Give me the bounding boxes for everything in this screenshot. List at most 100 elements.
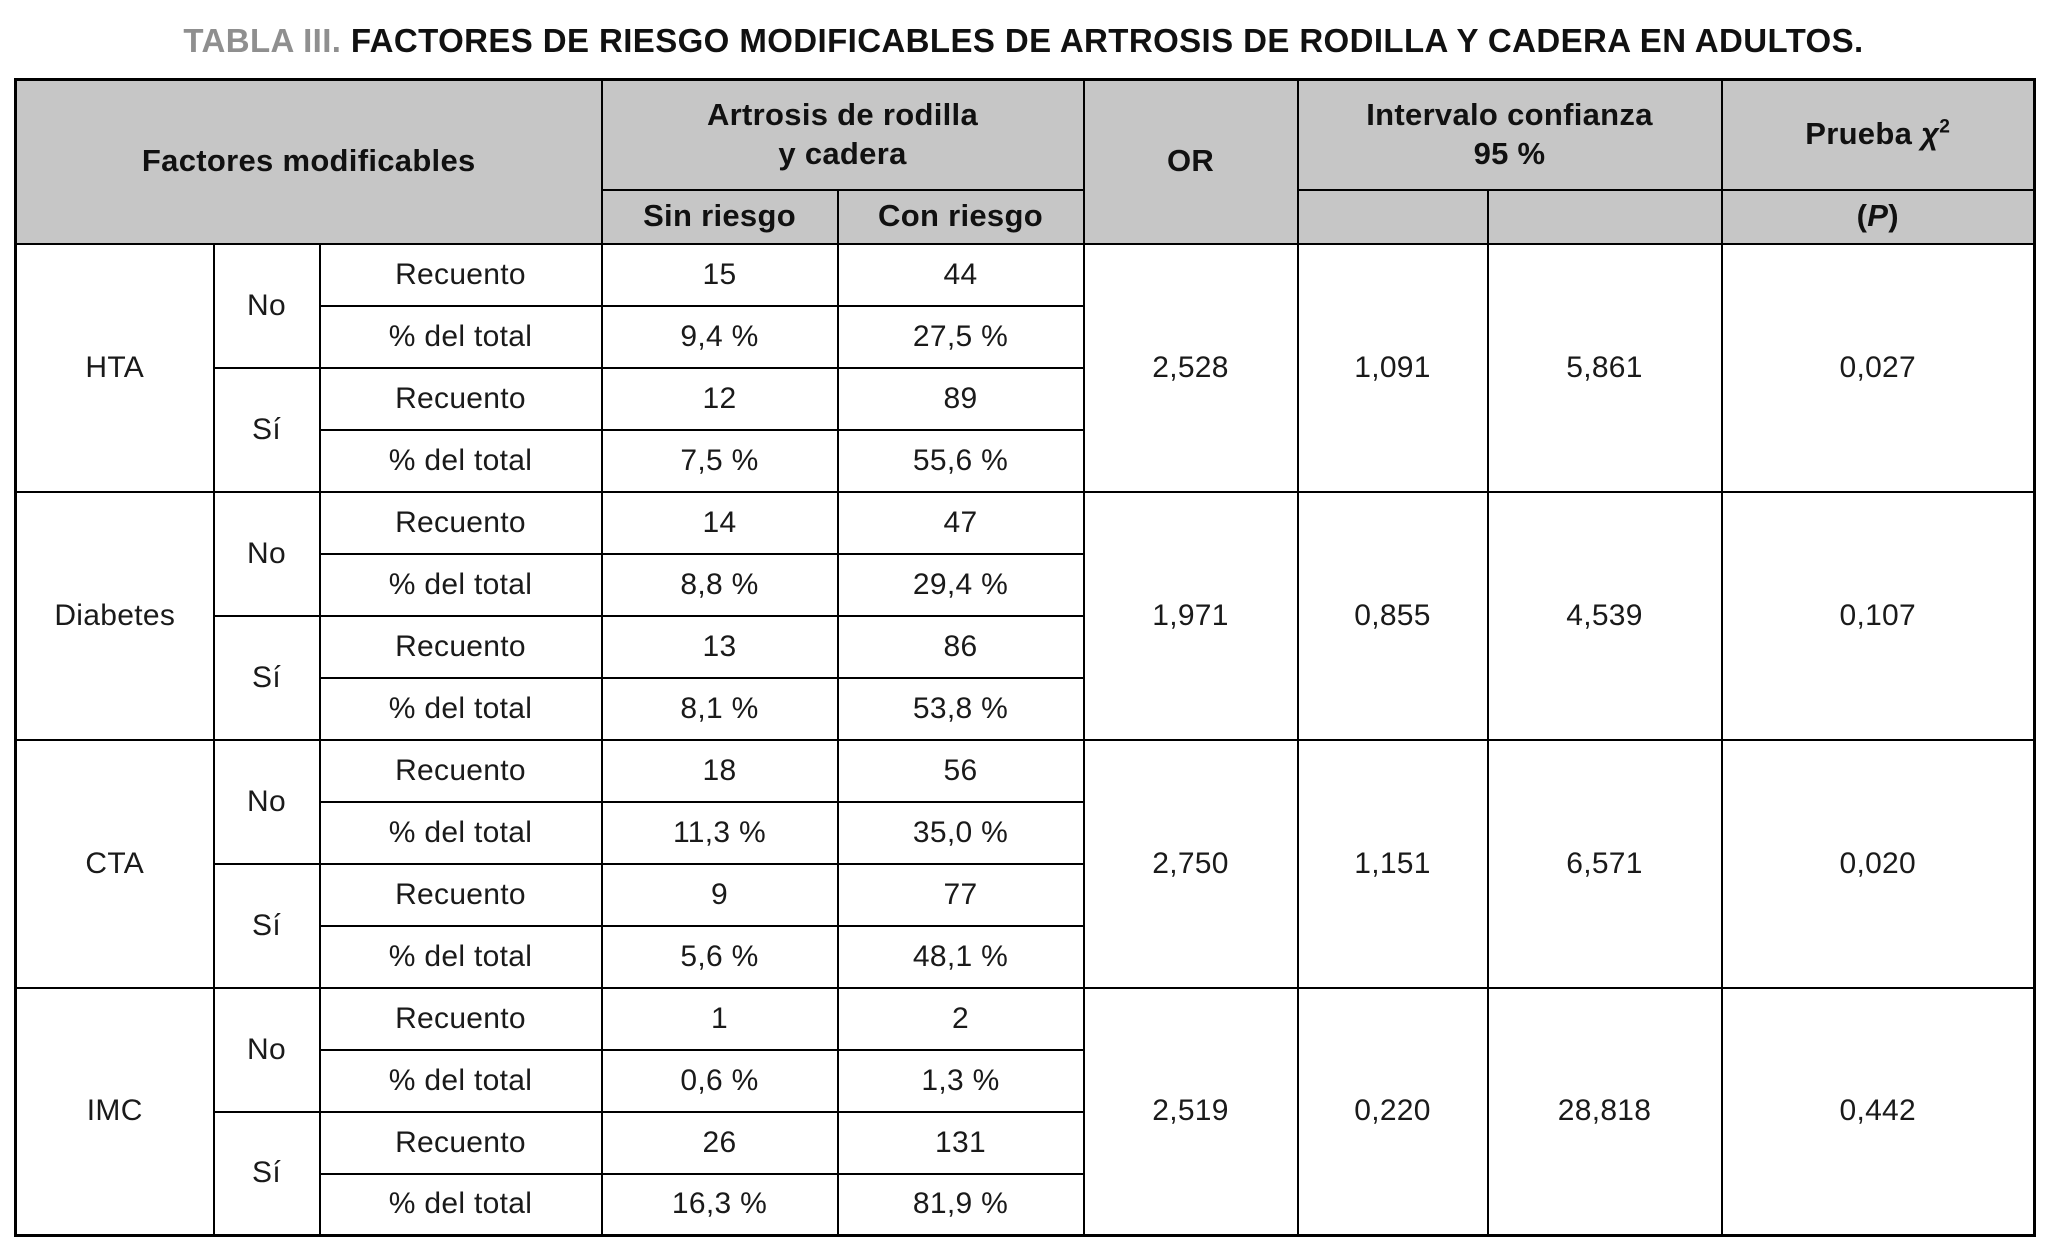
- value-cell: 8,1 %: [600, 676, 839, 741]
- measure-cell-recuento: Recuento: [318, 1110, 603, 1175]
- col-header-prueba-chi2: Prueba χ2: [1720, 78, 2036, 191]
- value-cell: 9: [600, 862, 839, 927]
- prueba-label: Prueba: [1805, 116, 1922, 152]
- value-cell: 81,9 %: [836, 1172, 1085, 1237]
- measure-cell-pct: % del total: [318, 304, 603, 369]
- measure-cell-pct: % del total: [318, 552, 603, 617]
- value-cell: 12: [600, 366, 839, 431]
- ci-superior-cell: 28,818: [1486, 986, 1723, 1237]
- value-cell: 1: [600, 986, 839, 1051]
- value-cell: 44: [836, 242, 1085, 307]
- col-header-p: (P): [1720, 188, 2036, 245]
- factor-cell-imc: IMC: [14, 986, 215, 1237]
- measure-cell-pct: % del total: [318, 1048, 603, 1113]
- value-cell: 131: [836, 1110, 1085, 1175]
- table-row: Sí Recuento 13 86: [16, 614, 2035, 741]
- level-cell-no: No: [212, 490, 321, 617]
- factor-cell-diabetes: Diabetes: [14, 490, 215, 741]
- value-cell: 18: [600, 738, 839, 803]
- table-row: HTA No Recuento 15 44 2,528 1,091 5,861 …: [14, 242, 2036, 493]
- table-row: % del total 11,3 % 35,0 %: [16, 800, 2035, 865]
- value-cell: 55,6 %: [836, 428, 1085, 493]
- level-cell-si: Sí: [212, 1110, 321, 1237]
- level-cell-si: Sí: [212, 614, 321, 741]
- table-header: Factores modificables Artrosis de rodill…: [14, 78, 2036, 245]
- value-cell: 16,3 %: [600, 1172, 839, 1237]
- p-paren-open: (: [1856, 198, 1868, 234]
- risk-factors-table: Factores modificables Artrosis de rodill…: [14, 78, 2036, 1237]
- value-cell: 1,3 %: [836, 1048, 1085, 1113]
- table-row: % del total 0,6 % 1,3 %: [16, 1048, 2035, 1113]
- factor-cell-cta: CTA: [14, 738, 215, 989]
- value-cell: 29,4 %: [836, 552, 1085, 617]
- table-row: Sí Recuento 9 77: [16, 862, 2035, 989]
- table-row: % del total 7,5 % 55,6 %: [16, 428, 2035, 493]
- table-row: % del total 5,6 % 48,1 %: [16, 924, 2035, 989]
- value-cell: 56: [836, 738, 1085, 803]
- p-value-cell: 0,027: [1720, 242, 2036, 493]
- value-cell: 15: [600, 242, 839, 307]
- chi-exponent: 2: [1939, 117, 1951, 139]
- p-value-cell: 0,020: [1720, 738, 2036, 989]
- chi-symbol: χ: [1921, 116, 1940, 152]
- table-row: Diabetes No Recuento 14 47 1,971 0,855 4…: [14, 490, 2036, 741]
- p-value-cell: 0,442: [1720, 986, 2036, 1237]
- value-cell: 47: [836, 490, 1085, 555]
- or-cell: 2,528: [1082, 242, 1299, 493]
- measure-cell-recuento: Recuento: [318, 862, 603, 927]
- col-header-con-riesgo: Con riesgo: [836, 188, 1085, 245]
- measure-cell-recuento: Recuento: [318, 614, 603, 679]
- level-cell-no: No: [212, 242, 321, 369]
- measure-cell-recuento: Recuento: [318, 738, 603, 803]
- or-cell: 2,750: [1082, 738, 1299, 989]
- factor-cell-hta: HTA: [14, 242, 215, 493]
- level-cell-no: No: [212, 986, 321, 1113]
- col-header-artrosis-rodilla-cadera: Artrosis de rodilla y cadera: [600, 78, 1085, 191]
- value-cell: 14: [600, 490, 839, 555]
- value-cell: 53,8 %: [836, 676, 1085, 741]
- value-cell: 11,3 %: [600, 800, 839, 865]
- measure-cell-recuento: Recuento: [318, 242, 603, 307]
- ci-inferior-cell: 1,151: [1296, 738, 1489, 989]
- value-cell: 89: [836, 366, 1085, 431]
- col-header-or: OR: [1082, 78, 1299, 245]
- col-header-sin-riesgo: Sin riesgo: [600, 188, 839, 245]
- measure-cell-pct: % del total: [318, 1172, 603, 1237]
- measure-cell-recuento: Recuento: [318, 986, 603, 1051]
- table-row: % del total 8,8 % 29,4 %: [16, 552, 2035, 617]
- header-row-top: Factores modificables Artrosis de rodill…: [14, 78, 2036, 245]
- level-cell-no: No: [212, 738, 321, 865]
- p-value-cell: 0,107: [1720, 490, 2036, 741]
- ci-superior-cell: 4,539: [1486, 490, 1723, 741]
- level-cell-si: Sí: [212, 862, 321, 989]
- p-paren-close: ): [1888, 198, 1899, 234]
- measure-cell-pct: % del total: [318, 676, 603, 741]
- measure-cell-pct: % del total: [318, 428, 603, 493]
- col-header-intervalo-confianza: Intervalo confianza 95 %: [1296, 78, 1723, 191]
- ci-superior-cell: 5,861: [1486, 242, 1723, 493]
- value-cell: 8,8 %: [600, 552, 839, 617]
- measure-cell-pct: % del total: [318, 924, 603, 989]
- measure-cell-recuento: Recuento: [318, 366, 603, 431]
- page-title: TABLA III. FACTORES DE RIESGO MODIFICABL…: [14, 22, 2033, 60]
- col-header-inferior: [1296, 188, 1489, 245]
- ci-inferior-cell: 0,220: [1296, 986, 1489, 1237]
- value-cell: 48,1 %: [836, 924, 1085, 989]
- measure-cell-pct: % del total: [318, 800, 603, 865]
- header-row-sub: Sin riesgo Con riesgo (P): [16, 188, 2036, 245]
- table-number-label: TABLA III.: [183, 22, 342, 59]
- table-row: % del total 16,3 % 81,9 %: [16, 1172, 2035, 1237]
- table-title-text: FACTORES DE RIESGO MODIFICABLES DE ARTRO…: [341, 22, 1864, 59]
- value-cell: 9,4 %: [600, 304, 839, 369]
- ci-inferior-cell: 1,091: [1296, 242, 1489, 493]
- value-cell: 2: [836, 986, 1085, 1051]
- value-cell: 13: [600, 614, 839, 679]
- level-cell-si: Sí: [212, 366, 321, 493]
- table-row: CTA No Recuento 18 56 2,750 1,151 6,571 …: [14, 738, 2036, 989]
- value-cell: 5,6 %: [600, 924, 839, 989]
- table-row: Sí Recuento 12 89: [16, 366, 2035, 493]
- table-row: Sí Recuento 26 131: [16, 1110, 2035, 1237]
- value-cell: 35,0 %: [836, 800, 1085, 865]
- or-cell: 2,519: [1082, 986, 1299, 1237]
